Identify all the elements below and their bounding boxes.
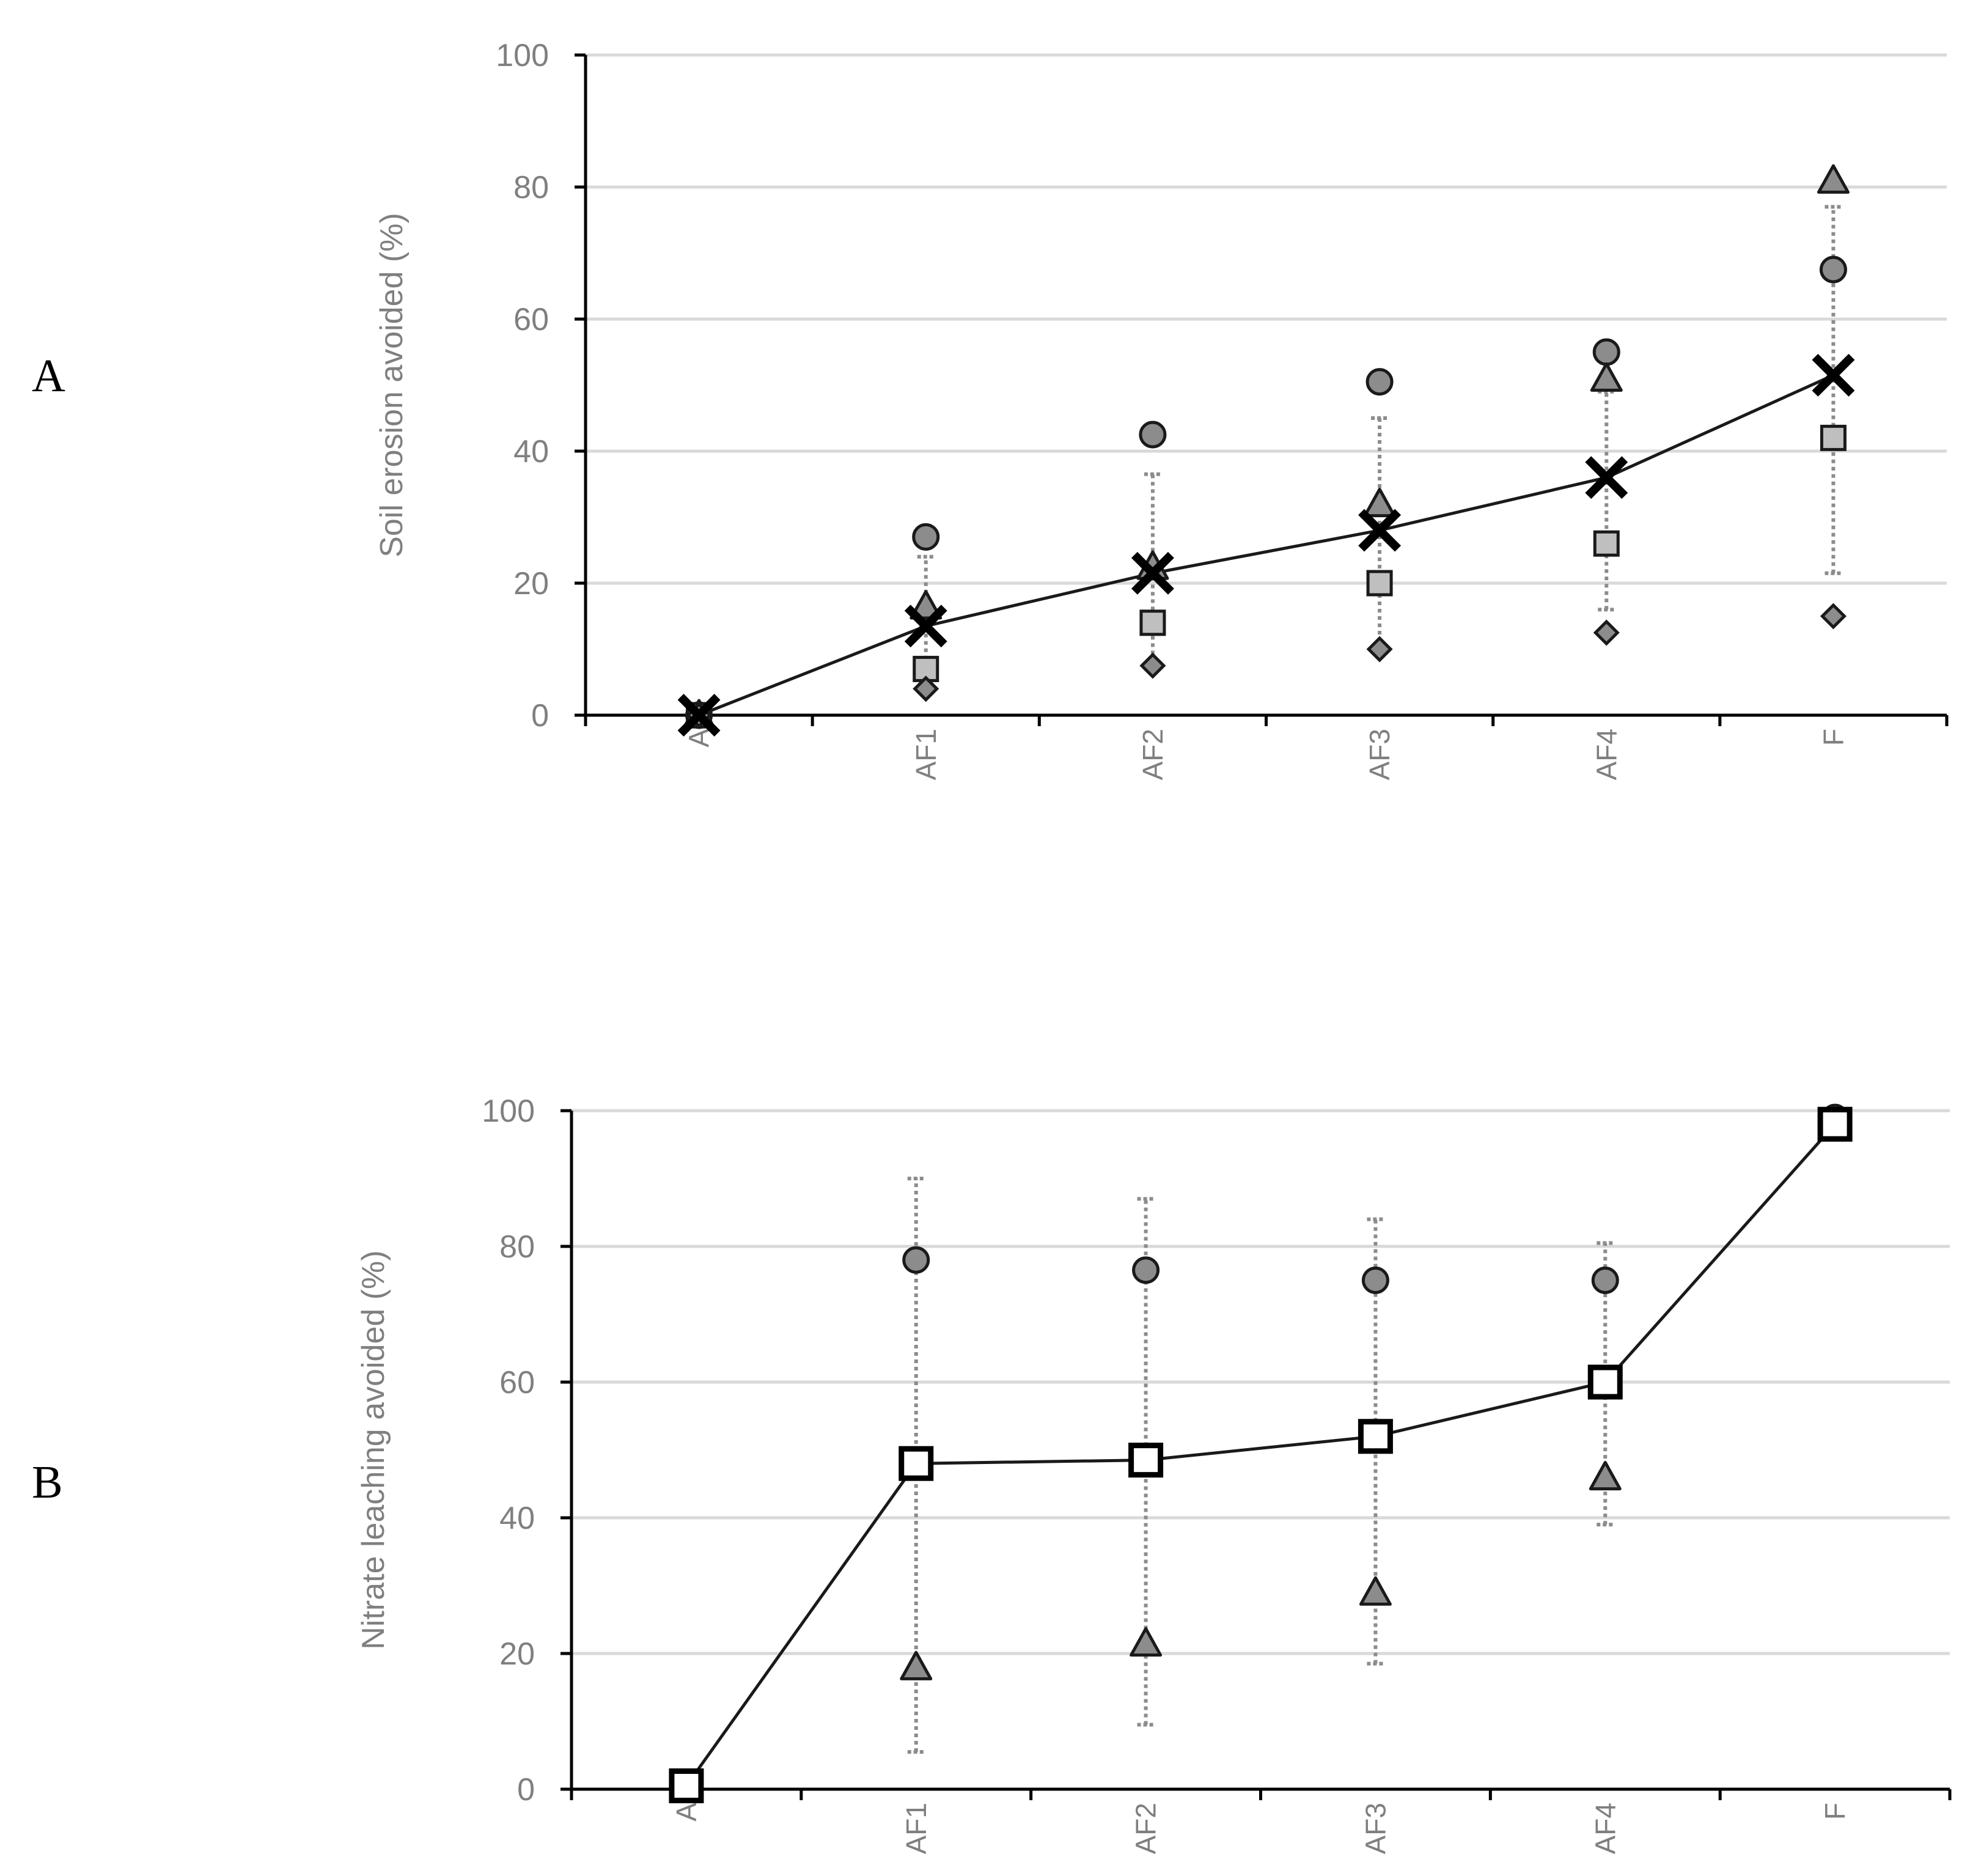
panel-a-mean-line [698, 373, 1834, 717]
panel-a-diamond-marker [1820, 603, 1847, 630]
panel-a-triangle-marker [1590, 362, 1623, 392]
panel-b-mean-marker [1128, 1443, 1164, 1478]
panel-a-diamond-marker [1593, 619, 1620, 646]
panel-b-category-label: AF3 [1359, 1803, 1391, 1854]
panel-a-category-label: AF4 [1590, 729, 1622, 780]
panel-b-circle-marker [1591, 1267, 1619, 1294]
panel-b-triangle-marker [1130, 1627, 1163, 1657]
panel-b-mean-marker [1358, 1419, 1393, 1454]
panel-a-category-label: AF1 [910, 729, 942, 780]
panel-b-triangle-marker [1589, 1460, 1622, 1491]
panel-letter-b: B [32, 1457, 63, 1508]
panel-b-category-label: AF2 [1130, 1803, 1162, 1854]
panel-b-mean-marker [1817, 1106, 1853, 1142]
panel-a-category-label: AF2 [1137, 729, 1169, 780]
panel-a-mean-marker [1585, 456, 1628, 499]
panel-a-y-tick-label: 20 [513, 566, 549, 601]
panel-b-category-label: AF4 [1589, 1803, 1621, 1854]
panel-b-chart: 0 20 40 60 80 100 A AF1 AF2 AF3 AF4 F Nitrate leachi… [356, 1094, 1952, 1854]
panel-b-y-axis-title: Nitrate leaching avoided (%) [356, 1250, 391, 1649]
panel-b-category-label: F [1819, 1803, 1851, 1820]
panel-a-mean-marker [1812, 353, 1855, 397]
panel-b-mean-marker [669, 1768, 704, 1803]
panel-a-diamond-marker [1139, 652, 1166, 679]
panel-b-triangle-marker [1359, 1576, 1392, 1606]
panel-a-y-tick-label: 60 [513, 302, 549, 337]
panel-b-y-tick-label: 20 [499, 1636, 535, 1672]
panel-a-y-tick-label: 40 [513, 434, 549, 469]
panel-a-square-marker [1139, 609, 1166, 636]
panel-a-circle-marker [1819, 256, 1847, 284]
panel-letter-a: A [32, 350, 65, 402]
panel-b-triangle-marker [900, 1650, 933, 1680]
panel-a-triangle-marker [1817, 164, 1850, 194]
panel-b-mean-line [685, 1123, 1836, 1787]
panel-a-circle-marker [912, 523, 940, 551]
panel-a-triangle-marker [910, 590, 943, 620]
panel-b-circle-marker [1132, 1256, 1160, 1284]
panel-a-category-label: AF3 [1364, 729, 1395, 780]
panel-a-triangle-marker [1363, 487, 1396, 518]
panel-b-y-tick-label: 100 [482, 1094, 535, 1129]
panel-b-category-label: AF1 [900, 1803, 932, 1854]
panel-a-circle-marker [1592, 338, 1620, 366]
panel-a-mean-marker [677, 694, 721, 737]
panel-a-mean-marker [1131, 551, 1174, 595]
panel-a-square-marker [1593, 530, 1620, 557]
panel-b-y-tick-label: 60 [499, 1365, 535, 1400]
panel-a-mean-marker [904, 605, 947, 648]
panel-a-circle-marker [1139, 421, 1167, 449]
panel-b-y-tick-label: 0 [517, 1772, 535, 1808]
panel-a-circle-marker [1365, 368, 1394, 396]
panel-a-diamond-marker [1366, 636, 1393, 663]
panel-a-y-tick-label: 0 [531, 698, 549, 734]
panel-b-y-tick-label: 80 [499, 1229, 535, 1265]
panel-b-circle-marker [1361, 1267, 1389, 1294]
panel-b-mean-marker [899, 1446, 934, 1481]
panel-a-square-marker [1820, 424, 1847, 451]
panel-a-category-label: F [1817, 729, 1849, 746]
panel-a-square-marker [1366, 570, 1393, 597]
panel-a-mean-marker [1358, 509, 1402, 552]
panel-a-y-tick-label: 80 [513, 170, 549, 205]
panel-b-category-label: A [671, 1803, 702, 1822]
panel-b-circle-marker [902, 1246, 930, 1274]
panel-b-mean-marker [1587, 1364, 1623, 1400]
panel-a-y-axis-title: Soil erosion avoided (%) [374, 213, 410, 557]
panel-a-diamond-marker [913, 675, 939, 702]
panel-a-y-tick-label: 100 [496, 38, 549, 73]
panel-b-y-tick-label: 40 [499, 1501, 535, 1536]
